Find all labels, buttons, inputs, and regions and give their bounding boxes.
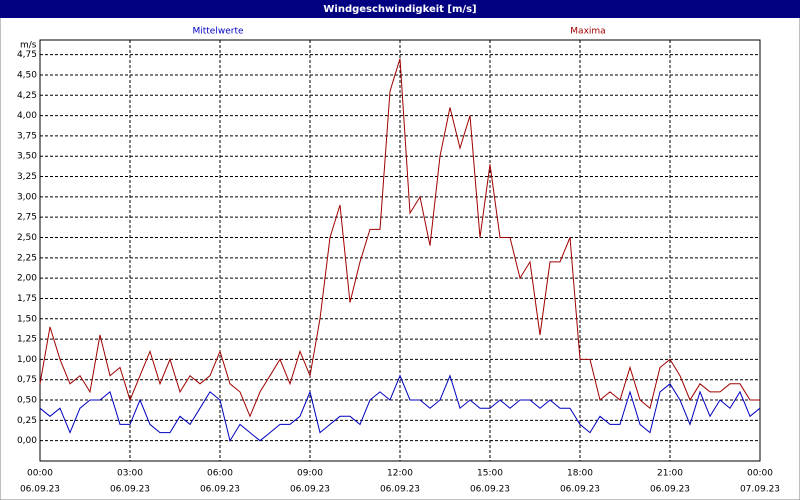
x-tick-date: 06.09.23 bbox=[470, 485, 510, 495]
x-tick-date: 07.09.23 bbox=[740, 485, 780, 495]
legend-label: Maxima bbox=[570, 27, 605, 37]
x-tick-date: 06.09.23 bbox=[20, 485, 60, 495]
y-tick-label: 3,75 bbox=[17, 131, 37, 141]
y-tick-label: 1,00 bbox=[17, 355, 37, 365]
y-tick-label: 2,25 bbox=[17, 253, 37, 263]
x-tick-date: 06.09.23 bbox=[290, 485, 330, 495]
y-tick-label: 3,00 bbox=[17, 192, 37, 202]
y-tick-label: 0,00 bbox=[17, 436, 37, 446]
y-tick-label: 1,25 bbox=[17, 335, 37, 345]
y-tick-label: 3,50 bbox=[17, 152, 37, 162]
y-tick-label: 0,50 bbox=[17, 396, 37, 406]
y-tick-label: 4,25 bbox=[17, 91, 37, 101]
x-tick-label: 03:00 bbox=[117, 469, 143, 479]
x-tick-label: 18:00 bbox=[567, 469, 593, 479]
x-tick-date: 06.09.23 bbox=[650, 485, 690, 495]
x-tick-label: 09:00 bbox=[297, 469, 323, 479]
y-tick-label: 1,50 bbox=[17, 314, 37, 324]
y-axis-label: m/s bbox=[20, 41, 37, 51]
chart-title: Windgeschwindigkeit [m/s] bbox=[323, 4, 476, 15]
y-tick-label: 2,00 bbox=[17, 274, 37, 284]
x-tick-label: 00:00 bbox=[27, 469, 53, 479]
x-tick-label: 00:00 bbox=[747, 469, 773, 479]
x-tick-date: 06.09.23 bbox=[380, 485, 420, 495]
x-tick-date: 06.09.23 bbox=[560, 485, 600, 495]
x-tick-label: 12:00 bbox=[387, 469, 413, 479]
y-tick-label: 4,50 bbox=[17, 70, 37, 80]
x-tick-label: 15:00 bbox=[477, 469, 503, 479]
title-bar bbox=[0, 0, 800, 18]
y-tick-label: 4,00 bbox=[17, 111, 37, 121]
y-tick-label: 0,75 bbox=[17, 375, 37, 385]
series-line bbox=[39, 374, 761, 442]
x-tick-date: 06.09.23 bbox=[110, 485, 150, 495]
y-tick-label: 2,75 bbox=[17, 213, 37, 223]
x-tick-date: 06.09.23 bbox=[200, 485, 240, 495]
x-tick-label: 06:00 bbox=[207, 469, 233, 479]
legend-label: Mittelwerte bbox=[192, 27, 243, 37]
series-line bbox=[39, 58, 760, 418]
y-tick-label: 0,25 bbox=[17, 416, 37, 426]
y-tick-label: 2,50 bbox=[17, 233, 37, 243]
y-tick-label: 4,75 bbox=[17, 50, 37, 60]
y-tick-label: 3,25 bbox=[17, 172, 37, 182]
x-tick-label: 21:00 bbox=[657, 469, 683, 479]
y-tick-label: 1,75 bbox=[17, 294, 37, 304]
